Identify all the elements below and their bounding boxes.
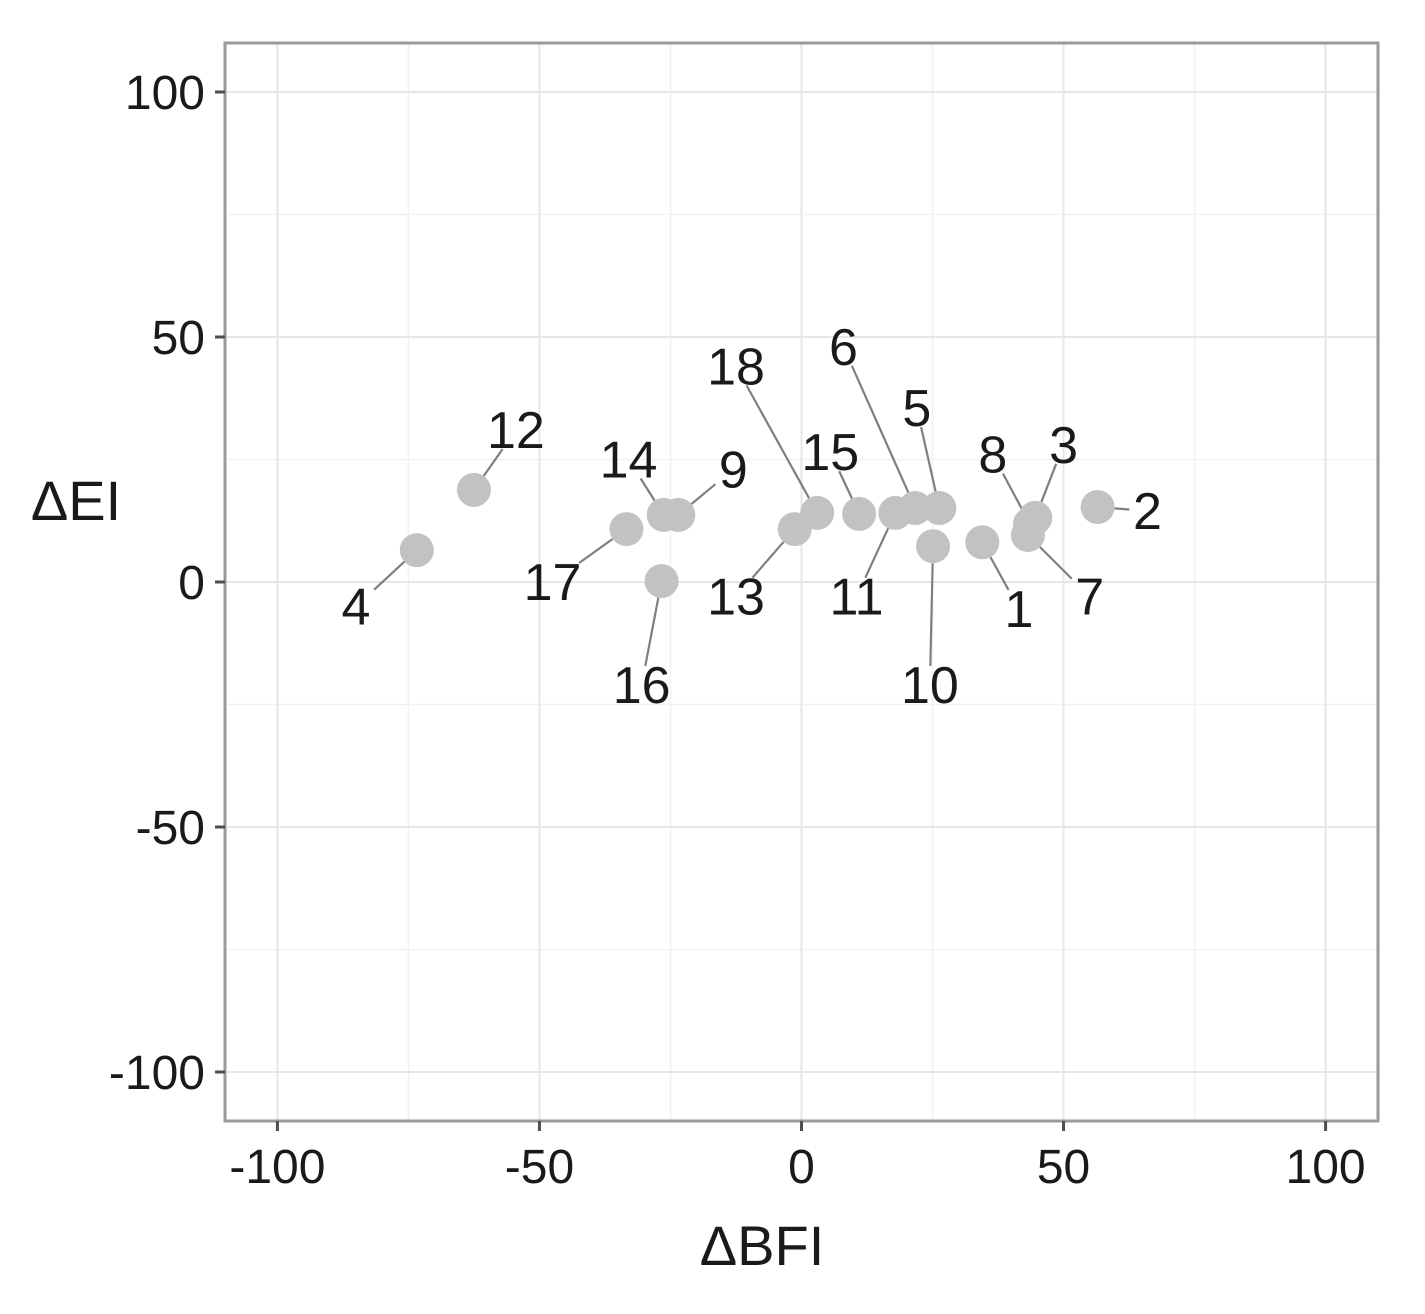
data-point <box>916 529 951 564</box>
leader-line <box>838 470 853 499</box>
leader-line <box>1001 473 1023 510</box>
point-label: 11 <box>830 569 884 627</box>
point-label: 18 <box>707 338 765 396</box>
data-point <box>922 491 957 526</box>
data-point <box>878 495 913 530</box>
leader-line <box>850 365 910 493</box>
point-label: 14 <box>600 432 658 490</box>
y-axis-title: ΔEI <box>31 469 121 532</box>
label-leader-lines <box>373 365 1130 667</box>
leader-line <box>745 384 810 499</box>
point-label: 16 <box>613 657 671 715</box>
data-point <box>800 495 835 530</box>
point-label: 8 <box>978 427 1007 485</box>
data-point <box>1013 507 1048 542</box>
point-label: 5 <box>902 380 931 438</box>
leader-line <box>929 563 934 666</box>
data-point <box>646 497 681 532</box>
data-point <box>1080 490 1115 525</box>
y-tick-label: 0 <box>178 557 205 610</box>
leader-line <box>1040 463 1058 503</box>
leader-line <box>864 527 890 579</box>
leader-line <box>751 541 785 579</box>
point-label: 2 <box>1133 483 1162 541</box>
data-point <box>399 533 434 568</box>
x-tick-label: 0 <box>788 1141 815 1194</box>
x-axis-title: ΔBFI <box>700 1214 825 1277</box>
point-label: 17 <box>524 554 582 612</box>
point-label: 10 <box>901 657 959 715</box>
y-tick-label: -50 <box>136 802 205 855</box>
data-point <box>842 496 877 531</box>
point-label: 15 <box>801 424 859 482</box>
leader-line <box>920 426 937 492</box>
axes: -100 -50 0 50 100 -100 -50 0 50 100 <box>109 67 1366 1194</box>
data-point <box>644 564 679 599</box>
y-tick-label: 100 <box>125 67 205 120</box>
point-label: 7 <box>1075 569 1104 627</box>
x-tick-label: -100 <box>229 1141 325 1194</box>
y-tick-label: -100 <box>109 1047 205 1100</box>
leader-line <box>644 597 660 667</box>
x-tick-label: -50 <box>505 1141 574 1194</box>
leader-line <box>989 556 1010 591</box>
point-label: 4 <box>342 579 371 637</box>
leader-line <box>373 560 406 591</box>
point-label: 3 <box>1049 417 1078 475</box>
point-label: 1 <box>1005 581 1034 639</box>
data-points <box>399 472 1115 599</box>
gridlines <box>225 43 1378 1121</box>
data-point <box>965 525 1000 560</box>
x-tick-label: 100 <box>1286 1141 1366 1194</box>
x-tick-label: 50 <box>1037 1141 1090 1194</box>
point-label: 12 <box>487 402 545 460</box>
leader-line <box>690 483 717 505</box>
point-label: 13 <box>707 569 765 627</box>
leader-line <box>482 448 504 477</box>
leader-line <box>1039 546 1073 580</box>
point-label: 6 <box>829 319 858 377</box>
data-point <box>456 472 491 507</box>
data-point <box>609 512 644 547</box>
y-tick-label: 50 <box>152 312 205 365</box>
point-label: 9 <box>719 441 748 499</box>
leader-line <box>639 477 656 502</box>
leader-line <box>1114 507 1130 511</box>
leader-line <box>578 538 614 564</box>
